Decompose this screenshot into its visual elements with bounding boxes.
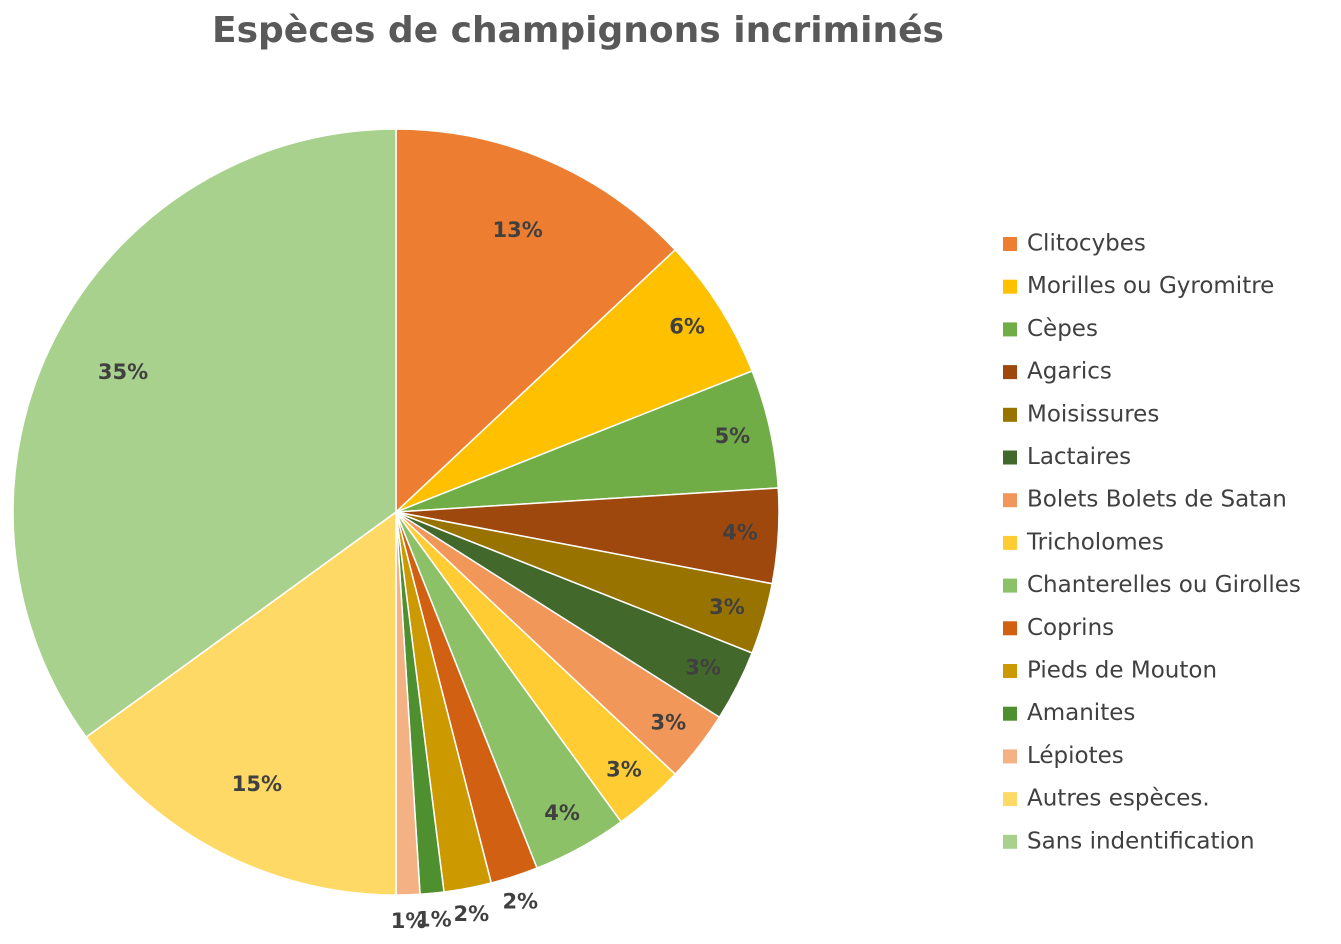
legend-label: Tricholomes [1026,529,1164,555]
legend-label: Sans indentification [1027,828,1255,854]
data-label: 1% [416,907,452,931]
legend-swatch [1003,834,1017,849]
pie-slice [395,128,677,514]
legend-label: Chanterelles ou Girolles [1027,572,1301,598]
data-label: 2% [502,889,538,913]
legend-label: Moisissures [1027,401,1159,427]
chart-title: Espèces de champignons incriminés [212,10,944,51]
data-label: 4% [544,801,580,825]
data-label: 3% [709,595,745,619]
data-label: 4% [722,521,758,545]
legend-label: Lactaires [1027,444,1131,470]
legend-swatch [1003,749,1017,764]
data-label: 15% [232,772,282,796]
legend-swatch [1003,237,1017,251]
legend-swatch [1003,621,1017,636]
legend-swatch [1003,407,1017,422]
legend-swatch [1003,365,1017,380]
legend-label: Agarics [1027,359,1112,385]
data-label: 3% [651,710,687,734]
legend-label: Bolets Bolets de Satan [1027,487,1287,513]
data-label: 5% [715,424,751,448]
data-label: 13% [493,218,543,242]
legend-swatch [1003,664,1017,678]
legend-swatch [1003,706,1017,721]
legend-label: Lépiotes [1027,743,1124,769]
legend-swatch [1003,493,1017,508]
data-label: 3% [606,758,642,782]
legend-label: Morilles ou Gyromitre [1027,273,1274,299]
legend-swatch [1003,322,1017,337]
legend-swatch [1003,792,1017,807]
legend-label: Amanites [1027,700,1135,726]
legend-label: Pieds de Mouton [1027,658,1217,684]
legend-label: Autres espèces. [1027,786,1210,812]
pie-slice [85,510,397,896]
legend-label: Clitocybes [1027,231,1146,257]
data-label: 3% [685,655,721,679]
data-label: 1% [391,909,427,933]
legend-swatch [1003,535,1017,550]
data-label: 6% [669,314,705,338]
legend-swatch [1003,279,1017,294]
legend-swatch [1003,578,1017,593]
data-label: 35% [98,360,148,384]
legend-label: Cèpes [1027,316,1098,342]
legend-label: Coprins [1027,615,1114,641]
data-label: 2% [454,902,490,926]
pie-slice [395,248,754,513]
pie-slice [12,128,397,739]
legend-swatch [1003,450,1017,465]
